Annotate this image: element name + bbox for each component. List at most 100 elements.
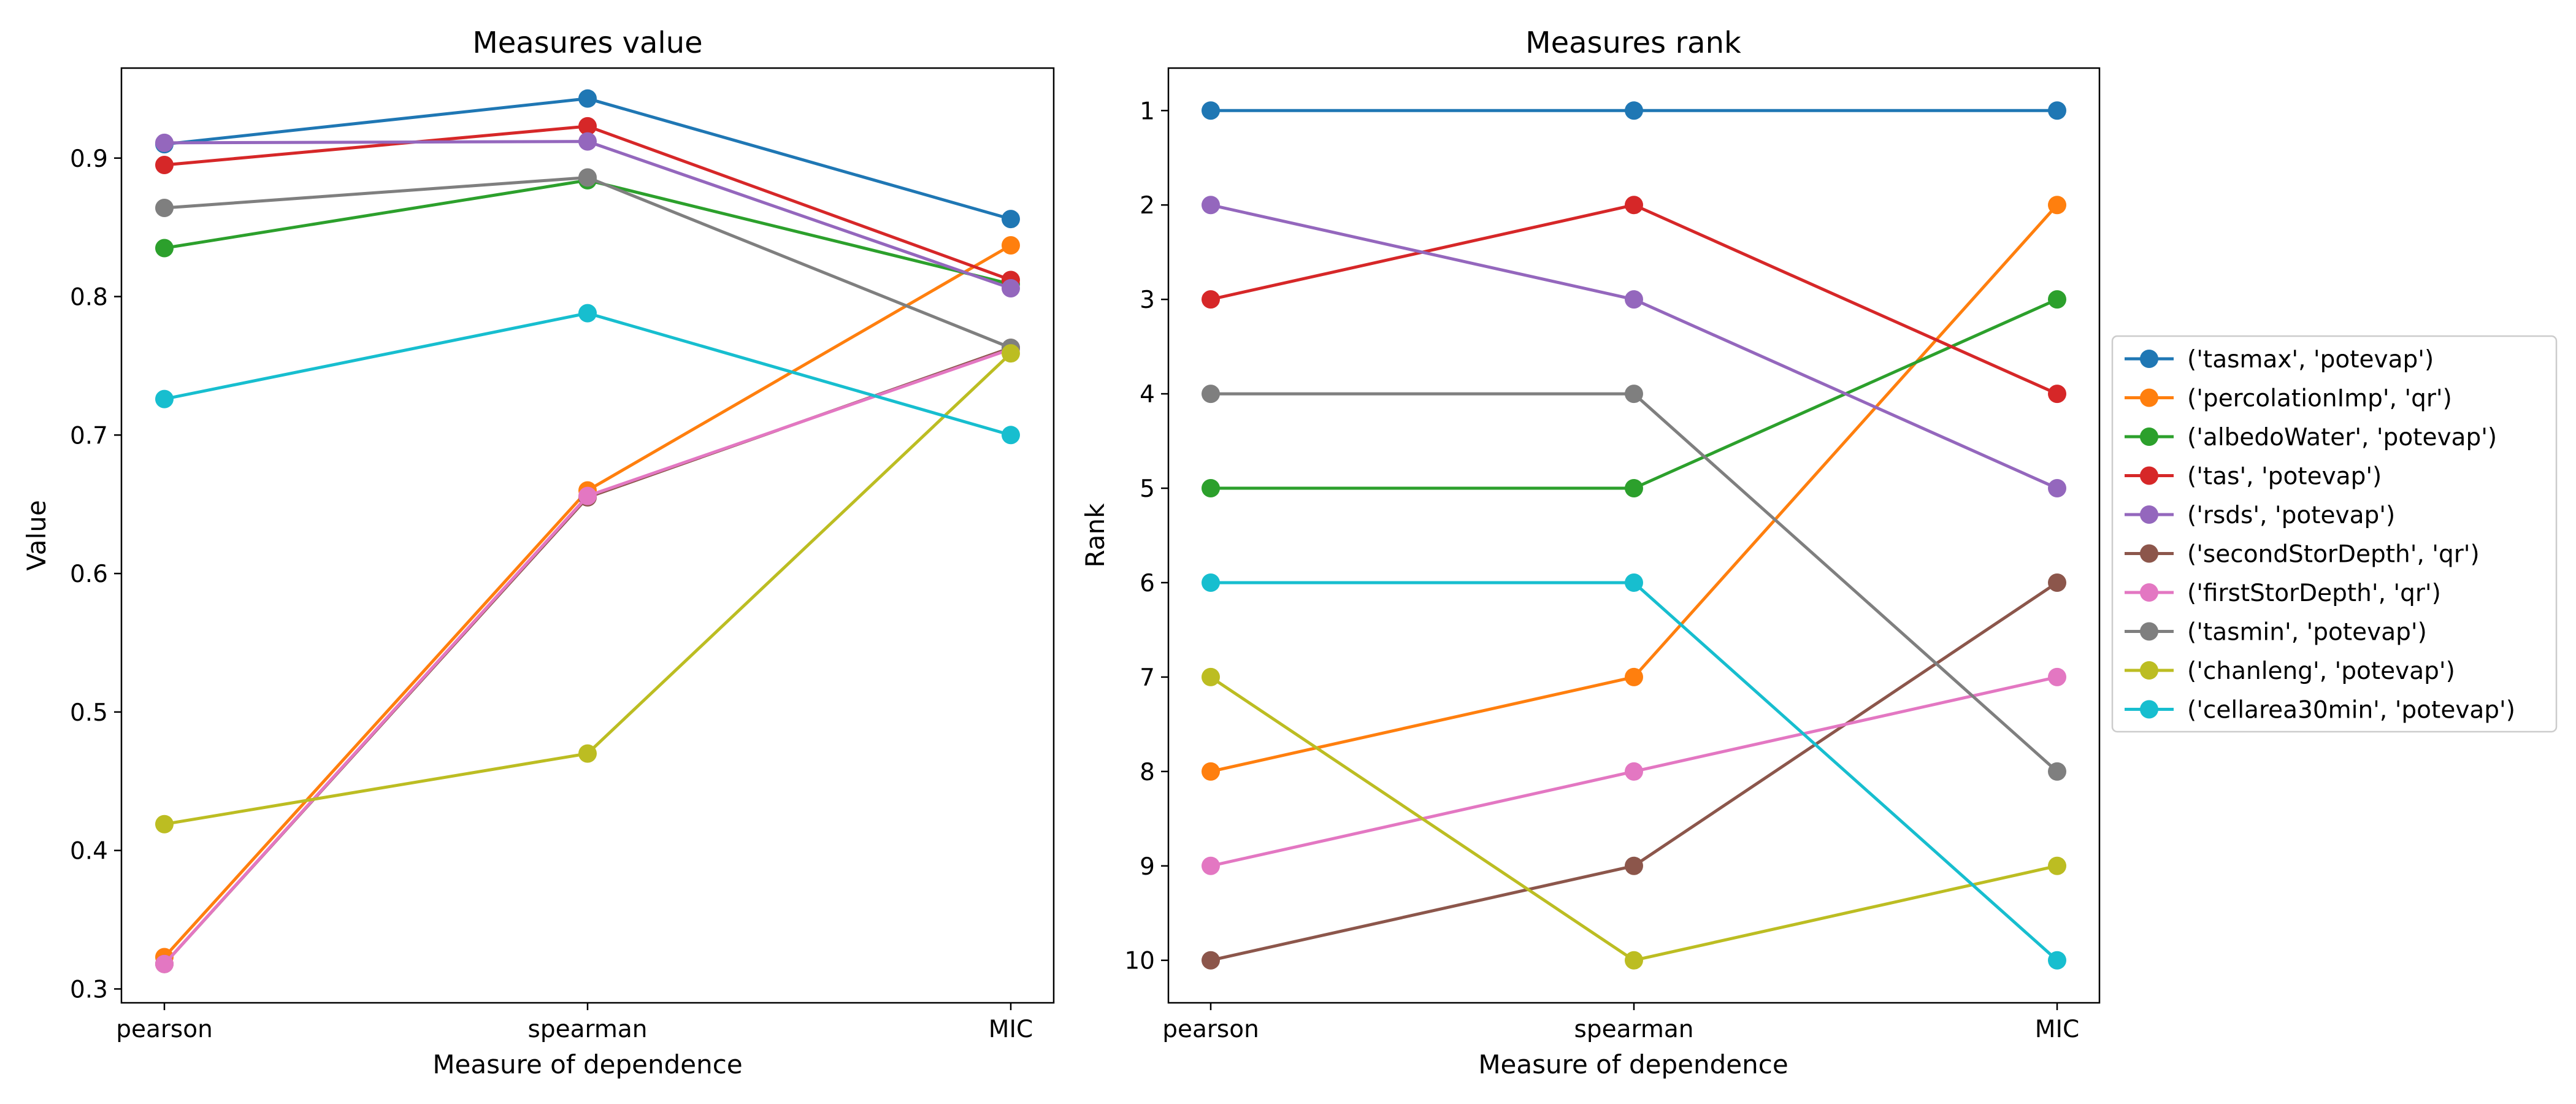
legend-item-firststordepth-qr: ('firstStorDepth', 'qr') [2125,580,2441,607]
value-chart-ytick-label: 0.3 [70,976,108,1003]
value-chart-series-tasmin-potevap [155,168,1020,358]
value-chart-data-point [1002,236,1020,255]
rank-chart-data-point [1202,762,1220,781]
rank-chart-xlabel: Measure of dependence [1478,1049,1788,1079]
legend-swatch-marker [2140,505,2158,524]
legend-swatch-marker [2140,388,2158,407]
rank-chart-series-cellarea30min-potevap [1202,573,2066,970]
value-chart-data-point [155,133,174,152]
value-chart-xtick-label-mic: MIC [989,1016,1033,1043]
value-chart-series-cellarea30min-potevap [155,304,1020,445]
rank-chart-data-point [1625,290,1643,309]
value-chart-data-point [578,304,597,323]
rank-chart-data-point [1625,951,1643,970]
value-chart-data-point [1002,278,1020,297]
value-chart-data-point [578,168,597,187]
rank-chart-data-point [2048,479,2066,498]
value-chart-data-point [155,815,174,834]
value-chart-plot-area [155,89,1020,973]
rank-chart-data-point [1625,856,1643,875]
rank-chart-data-point [2048,290,2066,309]
rank-chart-ytick-label: 1 [1140,98,1155,125]
rank-chart-ticks: pearson spearman MIC 1 2 3 4 5 6 7 8 9 10 [1124,98,2079,1043]
legend-label: ('rsds', 'potevap') [2187,502,2395,529]
rank-chart-ytick-label: 7 [1140,664,1155,692]
rank-chart-xtick-label-spearman: spearman [1574,1016,1694,1043]
rank-chart-data-point [1625,196,1643,215]
legend-label: ('albedoWater', 'potevap') [2187,424,2497,451]
rank-chart-data-point [2048,762,2066,781]
legend-box [2111,335,2558,733]
legend-items: ('tasmax', 'potevap') ('percolationImp', … [2125,346,2515,724]
legend-label: ('tas', 'potevap') [2187,463,2382,491]
rank-chart-series-rsds-potevap [1202,196,2066,498]
rank-chart-ytick-label: 4 [1140,381,1155,408]
rank-chart-series-albedowater-potevap [1202,290,2066,498]
value-chart-data-point [578,744,597,763]
rank-chart-data-point [1202,196,1220,215]
rank-chart-data-point [1202,101,1220,120]
legend-swatch-marker [2140,700,2158,719]
value-chart-series-rsds-potevap [155,132,1020,297]
rank-chart-series-firststordepth-qr [1202,667,2066,875]
legend-item-tasmax-potevap: ('tasmax', 'potevap') [2125,346,2434,374]
legend-item-cellarea30min-potevap: ('cellarea30min', 'potevap') [2125,697,2515,724]
legend-swatch-marker [2140,622,2158,641]
value-chart-xtick-label-pearson: pearson [116,1016,213,1043]
value-chart-title: Measures value [472,26,702,60]
value-chart-data-point [578,486,597,505]
legend-swatch-marker [2140,544,2158,563]
value-chart-data-point [1002,210,1020,229]
legend-label: ('secondStorDepth', 'qr') [2187,541,2480,569]
rank-chart-xtick-label-pearson: pearson [1162,1016,1259,1043]
value-chart-ytick-label: 0.9 [70,145,108,173]
rank-chart-data-point [1625,385,1643,404]
legend-item-tasmin-potevap: ('tasmin', 'potevap') [2125,619,2427,646]
rank-chart-frame [1167,67,2101,1004]
rank-chart-ytick-label: 2 [1140,192,1155,220]
value-chart-data-point [1002,426,1020,445]
legend-label: ('tasmax', 'potevap') [2187,346,2434,374]
rank-chart-data-point [2048,196,2066,215]
rank-chart-data-point [1202,385,1220,404]
legend-item-rsds-potevap: ('rsds', 'potevap') [2125,502,2395,529]
rank-chart: Measures rank Measure of dependence Rank… [1080,26,2101,1079]
rank-chart-data-point [2048,101,2066,120]
value-chart-data-point [155,199,174,218]
value-chart-data-point [1002,344,1020,363]
legend-label: ('firstStorDepth', 'qr') [2187,580,2441,607]
rank-chart-data-point [2048,385,2066,404]
value-chart: Measures value Measure of dependence Val… [21,26,1055,1079]
rank-chart-ytick-label: 6 [1140,570,1155,597]
legend-label: ('cellarea30min', 'potevap') [2187,697,2515,724]
value-chart-data-point [578,117,597,136]
rank-chart-data-point [2048,951,2066,970]
rank-chart-data-point [2048,856,2066,875]
value-chart-ytick-label: 0.5 [70,699,108,727]
legend-item-albedowater-potevap: ('albedoWater', 'potevap') [2125,424,2497,451]
value-chart-xtick-label-spearman: spearman [528,1016,648,1043]
legend-label: ('tasmin', 'potevap') [2187,619,2427,646]
rank-chart-series-secondstordepth-qr [1202,573,2066,970]
value-chart-data-point [155,954,174,973]
rank-chart-series-tasmax-potevap [1202,101,2066,120]
rank-chart-data-point [1202,479,1220,498]
rank-chart-data-point [1625,573,1643,592]
value-chart-data-point [578,132,597,151]
legend-item-secondstordepth-qr: ('secondStorDepth', 'qr') [2125,541,2480,569]
legend: ('tasmax', 'potevap') ('percolationImp', … [2111,335,2558,733]
rank-chart-xtick-label-mic: MIC [2035,1016,2079,1043]
legend-swatch-marker [2140,466,2158,485]
value-chart-ytick-label: 0.8 [70,284,108,312]
rank-chart-data-point [1625,762,1643,781]
rank-chart-ytick-label: 5 [1140,475,1155,503]
rank-chart-ytick-label: 10 [1124,948,1155,975]
legend-swatch-marker [2140,427,2158,446]
legend-item-tas-potevap: ('tas', 'potevap') [2125,463,2382,491]
rank-chart-ytick-label: 3 [1140,286,1155,314]
rank-chart-data-point [1202,667,1220,686]
value-chart-ytick-label: 0.7 [70,422,108,450]
value-chart-data-point [578,89,597,108]
rank-chart-data-point [1202,951,1220,970]
